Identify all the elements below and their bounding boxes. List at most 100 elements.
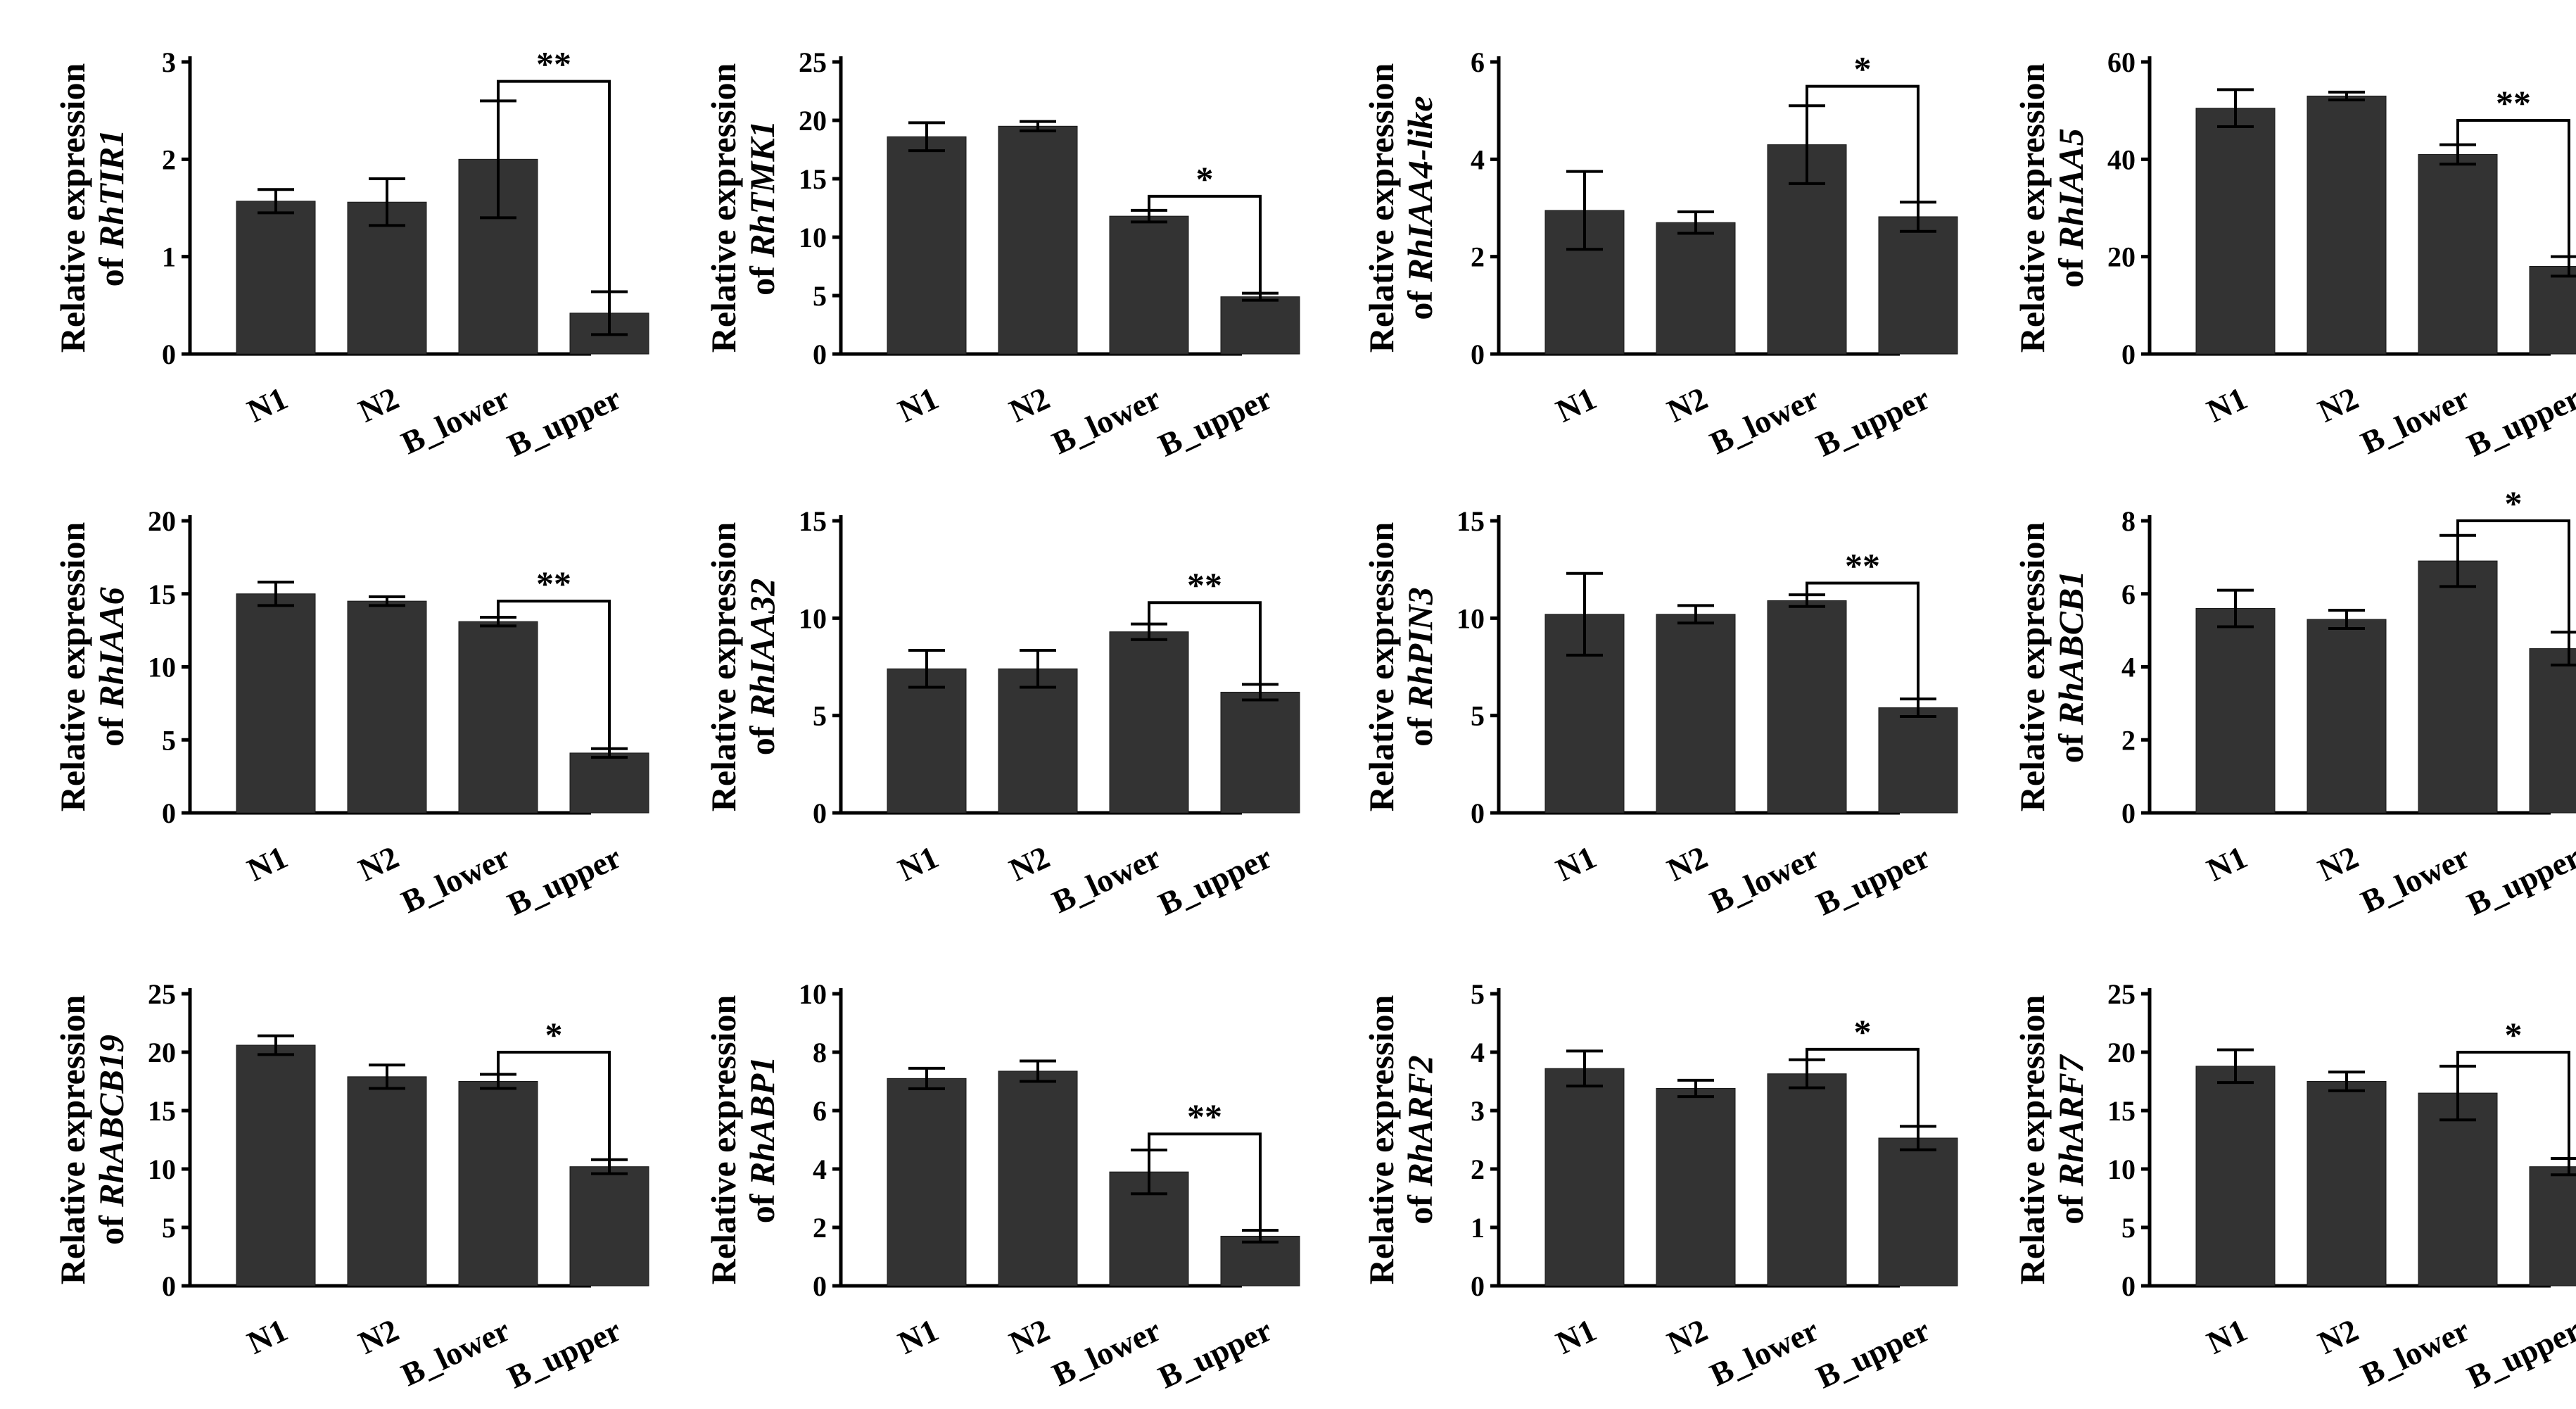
y-tick-label: 20 [148,1037,176,1068]
bar-n1 [887,668,967,814]
significance-bracket [1148,1132,1262,1231]
error-bar [908,648,945,689]
error-bar [1020,1059,1056,1083]
y-tick-label: 5 [813,700,827,732]
x-category-label: B_lower [1704,1312,1824,1393]
gene-name: RhIAA4-like [1400,96,1440,282]
x-category-label: N2 [1004,1312,1055,1361]
y-tick-label: 15 [799,163,827,195]
bar-b_lower [458,1081,538,1287]
x-category-label: B_upper [502,1312,626,1396]
y-axis-label-line2: of RhABCB19 [91,1035,131,1245]
y-tick-label: 4 [2121,652,2136,683]
bar-n2 [2307,619,2387,814]
x-category-label: N1 [893,839,944,888]
bar-b_lower [2418,560,2498,814]
x-category-label: B_lower [1704,839,1824,920]
y-tick-label: 10 [799,978,827,1010]
error-bar [2217,88,2254,128]
bar-n1 [887,136,967,355]
x-category-label: N2 [1004,380,1055,429]
bar-n2 [1656,222,1736,355]
y-tick-label: 5 [2121,1212,2136,1244]
y-tick-label: 25 [2107,978,2136,1010]
y-axis-label-of: of [91,248,131,286]
bar-n1 [236,593,316,814]
error-bar [908,1066,945,1090]
x-category-label: B_lower [1046,839,1166,920]
bar-n2 [998,125,1078,355]
y-tick-label: 10 [2107,1154,2136,1185]
error-bar [1677,604,1714,625]
y-tick-label: 0 [2121,1270,2136,1302]
y-axis-label-line2: of RhABCB1 [2051,571,2090,764]
y-tick-label: 6 [813,1095,827,1127]
x-category-label: N2 [353,1312,405,1361]
significance-label: ** [536,564,571,603]
gene-name: RhTMK1 [742,120,782,258]
gene-name: RhTIR1 [91,129,131,250]
x-category-label: N1 [893,1312,944,1361]
y-tick-label: 10 [148,652,176,683]
x-category-label: N2 [1662,839,1713,888]
x-category-label: B_upper [502,380,626,464]
y-tick-label: 0 [162,339,176,370]
significance-label: ** [2496,83,2531,122]
error-bar [369,595,405,607]
y-axis-label-line1: Relative expression [704,995,743,1285]
error-bar [1677,1078,1714,1099]
x-category-label: B_upper [1153,380,1277,464]
y-axis-label-line1: Relative expression [704,522,743,812]
error-bar [2328,90,2365,101]
y-tick-label: 40 [2107,144,2136,175]
significance-bracket [497,600,611,749]
y-axis-label-of: of [2051,250,2090,288]
x-category-label: N1 [242,1312,293,1361]
significance-bracket [497,1051,611,1160]
bar-b_upper [1220,296,1300,355]
significance-label: * [1854,1012,1872,1051]
gene-name: RhIAA32 [742,579,782,718]
y-axis-label-line1: Relative expression [53,522,92,812]
bar-b_upper [1878,707,1958,814]
x-category-label: N1 [2202,380,2253,429]
x-category-label: N2 [353,839,405,888]
y-tick-label: 0 [813,1270,827,1302]
x-category-label: B_upper [2461,1312,2576,1396]
y-tick-label: 15 [1457,505,1485,537]
x-category-label: B_lower [395,839,515,920]
x-category-label: B_upper [1810,1312,1935,1396]
y-axis-label-line2: of RhABP1 [742,1056,782,1224]
y-tick-label: 10 [799,602,827,634]
bar-n2 [347,1076,427,1287]
gene-name: RhABCB19 [91,1035,131,1208]
bar-n1 [2195,108,2276,355]
error-bar [1566,571,1603,657]
y-axis-label-line1: Relative expression [1362,522,1401,812]
error-bar [2328,1070,2365,1092]
error-bar [2217,1048,2254,1085]
y-tick-label: 5 [162,724,176,756]
y-tick-label: 2 [1471,1154,1485,1185]
y-tick-label: 60 [2107,46,2136,78]
y-tick-label: 20 [2107,1037,2136,1068]
y-axis-label-of: of [742,258,782,296]
significance-label: * [2505,484,2523,523]
gene-name: RhPIN3 [1400,587,1440,709]
x-category-label: N1 [242,380,293,429]
bar-n2 [998,668,1078,814]
bar-b_lower [2418,1092,2498,1287]
x-category-label: B_lower [395,380,515,461]
x-category-label: N2 [1662,1312,1713,1361]
significance-bracket [2456,119,2570,257]
y-tick-label: 0 [162,797,176,829]
y-axis-label-line2: of RhIAA5 [2051,128,2090,287]
y-tick-label: 0 [2121,339,2136,370]
y-axis-label-line2: of RhPIN3 [1400,587,1440,746]
